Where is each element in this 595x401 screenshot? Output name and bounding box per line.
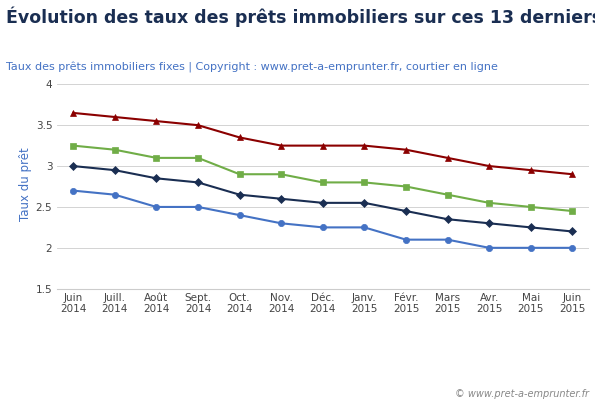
10 ans: [569, 245, 576, 250]
15 ans: [70, 164, 77, 168]
Y-axis label: Taux du prêt: Taux du prêt: [18, 148, 32, 221]
25 ans: [278, 143, 285, 148]
15 ans: [320, 200, 327, 205]
Line: 15 ans: 15 ans: [70, 163, 575, 235]
20 ans: [527, 205, 534, 209]
20 ans: [486, 200, 493, 205]
15 ans: [278, 196, 285, 201]
25 ans: [444, 156, 451, 160]
10 ans: [361, 225, 368, 230]
Line: 25 ans: 25 ans: [70, 110, 575, 177]
20 ans: [402, 184, 409, 189]
25 ans: [111, 115, 118, 119]
25 ans: [361, 143, 368, 148]
10 ans: [444, 237, 451, 242]
10 ans: [486, 245, 493, 250]
20 ans: [111, 147, 118, 152]
10 ans: [195, 205, 202, 209]
25 ans: [527, 168, 534, 172]
15 ans: [111, 168, 118, 172]
20 ans: [236, 172, 243, 177]
15 ans: [236, 192, 243, 197]
25 ans: [486, 164, 493, 168]
Line: 20 ans: 20 ans: [70, 142, 575, 214]
15 ans: [402, 209, 409, 213]
20 ans: [569, 209, 576, 213]
20 ans: [320, 180, 327, 185]
15 ans: [569, 229, 576, 234]
15 ans: [153, 176, 160, 181]
20 ans: [278, 172, 285, 177]
15 ans: [195, 180, 202, 185]
10 ans: [111, 192, 118, 197]
25 ans: [70, 111, 77, 115]
20 ans: [361, 180, 368, 185]
15 ans: [444, 217, 451, 222]
20 ans: [444, 192, 451, 197]
10 ans: [278, 221, 285, 226]
10 ans: [402, 237, 409, 242]
Text: © www.pret-a-emprunter.fr: © www.pret-a-emprunter.fr: [455, 389, 589, 399]
Line: 10 ans: 10 ans: [70, 188, 575, 251]
25 ans: [320, 143, 327, 148]
Text: Taux des prêts immobiliers fixes | Copyright : www.pret-a-emprunter.fr, courtier: Taux des prêts immobiliers fixes | Copyr…: [6, 62, 498, 73]
25 ans: [236, 135, 243, 140]
20 ans: [153, 156, 160, 160]
10 ans: [527, 245, 534, 250]
20 ans: [195, 156, 202, 160]
10 ans: [70, 188, 77, 193]
25 ans: [153, 119, 160, 124]
15 ans: [361, 200, 368, 205]
10 ans: [320, 225, 327, 230]
10 ans: [236, 213, 243, 217]
20 ans: [70, 143, 77, 148]
Text: Évolution des taux des prêts immobiliers sur ces 13 derniers mois: Évolution des taux des prêts immobiliers…: [6, 6, 595, 26]
25 ans: [195, 123, 202, 128]
25 ans: [402, 147, 409, 152]
15 ans: [527, 225, 534, 230]
15 ans: [486, 221, 493, 226]
10 ans: [153, 205, 160, 209]
25 ans: [569, 172, 576, 177]
